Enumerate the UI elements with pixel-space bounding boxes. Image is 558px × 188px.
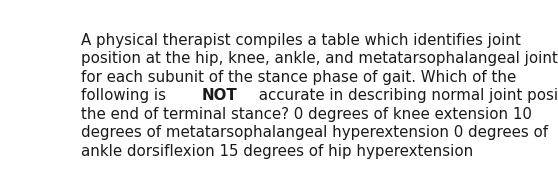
Text: following is: following is (80, 88, 170, 103)
Text: for each subunit of the stance phase of gait. Which of the: for each subunit of the stance phase of … (80, 70, 516, 85)
Text: ankle dorsiflexion 15 degrees of hip hyperextension: ankle dorsiflexion 15 degrees of hip hyp… (80, 144, 473, 159)
Text: accurate in describing normal joint position at: accurate in describing normal joint posi… (254, 88, 558, 103)
Text: degrees of metatarsophalangeal hyperextension 0 degrees of: degrees of metatarsophalangeal hyperexte… (80, 125, 548, 140)
Text: position at the hip, knee, ankle, and metatarsophalangeal joints: position at the hip, knee, ankle, and me… (80, 51, 558, 66)
Text: the end of terminal stance? 0 degrees of knee extension 10: the end of terminal stance? 0 degrees of… (80, 107, 531, 122)
Text: A physical therapist compiles a table which identifies joint: A physical therapist compiles a table wh… (80, 33, 521, 48)
Text: NOT: NOT (202, 88, 238, 103)
